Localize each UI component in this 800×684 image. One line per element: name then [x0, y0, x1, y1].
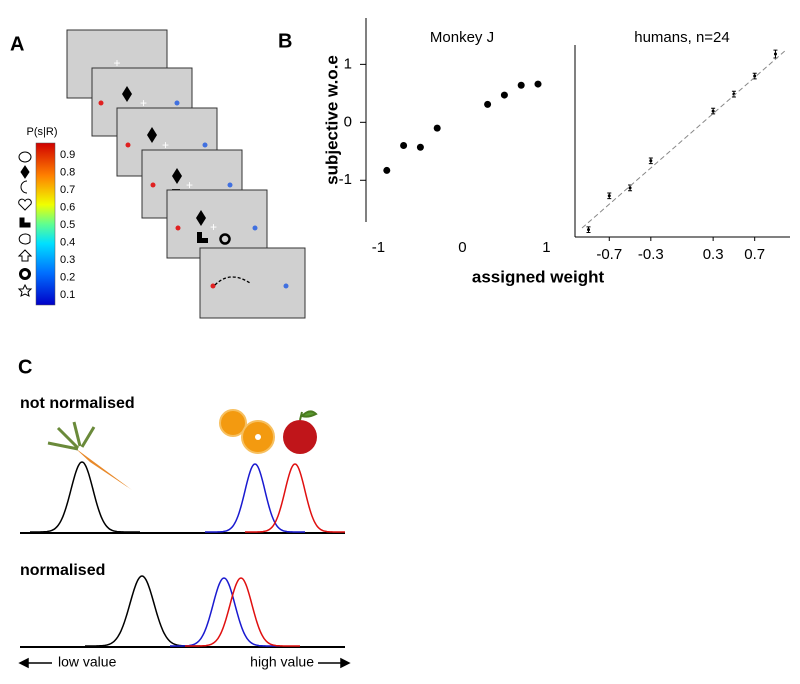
- point: [753, 74, 757, 78]
- colorbar-tick-label: 0.7: [60, 184, 75, 196]
- distribution-curve: [170, 577, 280, 647]
- point: [711, 109, 715, 113]
- value-axis: [18, 657, 351, 669]
- point: [517, 81, 525, 89]
- point: [484, 100, 492, 108]
- colorbar-title: P(s|R): [27, 126, 58, 138]
- x-tick-label: 0: [458, 239, 466, 256]
- row-label: not normalised: [20, 395, 135, 412]
- point: [383, 166, 391, 174]
- x-tick-label: 1: [542, 239, 550, 256]
- point: [607, 194, 611, 198]
- point: [587, 228, 591, 232]
- distribution-curve: [185, 577, 300, 647]
- distribution-curve: [245, 463, 345, 533]
- colorbar-tick-label: 0.5: [60, 219, 75, 231]
- y-tick-label: -1: [339, 171, 352, 188]
- x-tick-label: -1: [372, 239, 385, 256]
- colorbar-tick-label: 0.8: [60, 166, 75, 178]
- svg-text:+: +: [210, 220, 217, 234]
- x-axis-label: assigned weight: [472, 267, 605, 286]
- shape-legend: [17, 151, 33, 297]
- point: [500, 91, 508, 99]
- fit-line: [581, 49, 787, 229]
- point: [416, 143, 424, 151]
- colorbar-tick-label: 0.9: [60, 149, 75, 161]
- colorbar-tick-label: 0.6: [60, 201, 75, 213]
- panel-label: A: [10, 33, 24, 55]
- colorbar-ticks: 0.9 0.8 0.7 0.6 0.5 0.4 0.3 0.2 0.1: [60, 149, 75, 301]
- panel-label: C: [18, 356, 32, 378]
- colorbar: [35, 142, 56, 306]
- screen-stack: + + + + +: [66, 29, 306, 319]
- colorbar-tick-label: 0.3: [60, 254, 75, 266]
- panel-label: B: [278, 30, 292, 52]
- distribution-curve: [30, 461, 140, 533]
- svg-text:+: +: [140, 96, 147, 110]
- svg-text:+: +: [186, 178, 193, 192]
- row-label: normalised: [20, 562, 105, 579]
- axis-end-label: high value: [250, 654, 314, 670]
- point: [400, 142, 408, 149]
- axis-end-label: low value: [58, 654, 117, 670]
- x-tick-label: 0.7: [744, 246, 765, 263]
- point: [649, 159, 653, 163]
- x-tick-label: 0.3: [703, 246, 724, 263]
- chart-title: Monkey J: [430, 29, 494, 46]
- y-tick-label: 1: [344, 55, 352, 72]
- colorbar-tick-label: 0.2: [60, 271, 75, 283]
- x-tick-label: -0.7: [596, 246, 622, 263]
- y-axis-label: subjective w.o.e: [322, 55, 341, 185]
- chart-title: humans, n=24: [634, 29, 730, 46]
- y-tick-label: 0: [344, 113, 352, 130]
- point: [773, 52, 777, 56]
- colorbar-tick-label: 0.1: [60, 289, 75, 301]
- charts: Monkey J -1 0 1 -1 0 1 humans, n=24 -0.7 -0.3 0.3 0…: [339, 29, 778, 263]
- distribution-curve: [205, 463, 305, 533]
- food-icons: [47, 409, 318, 490]
- point: [534, 80, 542, 88]
- distribution-curve: [85, 575, 200, 647]
- x-tick-label: -0.3: [638, 246, 664, 263]
- point: [628, 186, 632, 190]
- svg-text:+: +: [113, 56, 120, 70]
- colorbar-tick-label: 0.4: [60, 236, 75, 248]
- value-distributions: [30, 461, 345, 647]
- point: [433, 124, 441, 132]
- svg-text:+: +: [162, 138, 169, 152]
